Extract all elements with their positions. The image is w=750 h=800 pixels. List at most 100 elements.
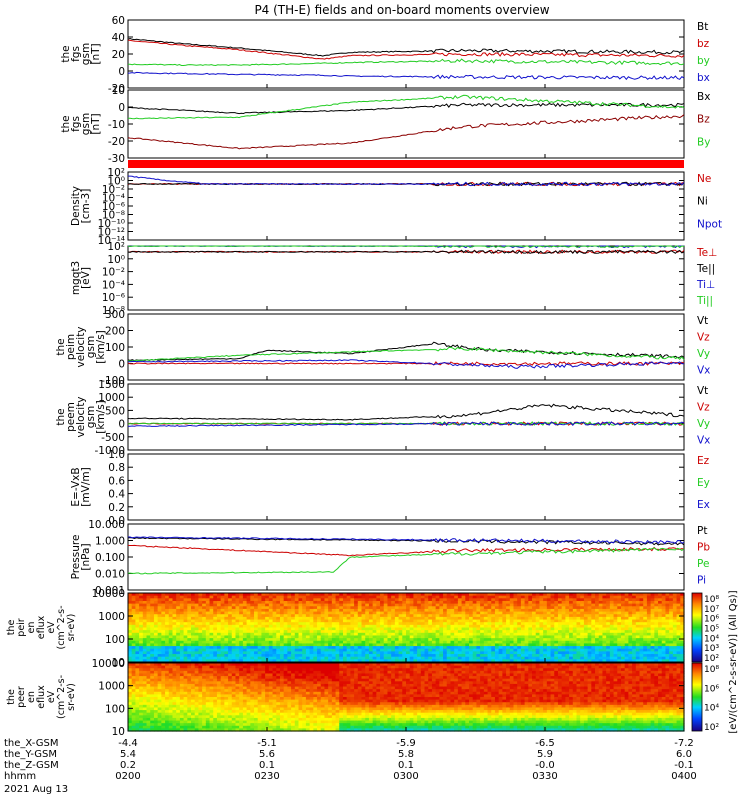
legend-entry: Ti|| [696, 295, 713, 307]
colorbar-tick-label: 10⁸ [704, 595, 719, 605]
y-axis-label-line: E=-VxB [70, 467, 82, 506]
panel-frame [127, 19, 685, 89]
y-axis-label-line: the [55, 338, 67, 355]
y-tick-label: 10000 [92, 658, 125, 670]
colorbar-tick-label: 10⁷ [704, 605, 719, 615]
series-line-Vt [127, 341, 685, 362]
y-tick-label: 100 [105, 634, 125, 646]
y-tick-label: 10² [107, 241, 125, 253]
series-line-Npot [128, 175, 685, 187]
legend-entry: Ex [697, 499, 710, 511]
series-line-Vt [127, 403, 685, 421]
y-tick-label: 10 [112, 657, 125, 669]
legend-entry: Ne [697, 173, 711, 185]
legend-entry: Te⊥ [696, 247, 717, 259]
legend-entry: Pe [697, 558, 709, 570]
y-tick-label: -20 [108, 83, 125, 95]
ephemeris-value: -5.1 [257, 738, 277, 749]
y-tick-label: 0.010 [95, 569, 125, 581]
date-label: 2021 Aug 13 [4, 784, 68, 795]
y-tick-label: 10 [112, 85, 125, 97]
legend-entry: Bt [697, 21, 708, 33]
panel-p8: 10.0001.0000.1000.0100.001Pressure[nPa]P… [70, 519, 710, 597]
y-tick-label: -100 [101, 375, 125, 387]
y-tick-label: 1500 [98, 379, 125, 391]
ephemeris-value: 0330 [532, 771, 557, 782]
y-axis-label-line: the [55, 408, 67, 425]
y-tick-label: -20 [108, 136, 125, 148]
red-band [128, 160, 684, 168]
legend-entry: Vz [697, 402, 710, 414]
y-axis-label-line: Density [70, 186, 82, 226]
y-axis-label-line: peim [65, 334, 77, 360]
y-tick-label: 20 [112, 49, 125, 61]
y-tick-label: 100 [105, 703, 125, 715]
legend-entry: by [697, 55, 710, 67]
series-line-Pi [127, 536, 685, 545]
y-tick-label: 0.001 [95, 585, 125, 597]
colorbar-label-text: [eV/(cm^2-s-sr-eV)] (All Qs)] [728, 590, 739, 733]
legend-entry: Ti⊥ [696, 279, 715, 291]
y-tick-label: 60 [112, 15, 125, 27]
y-tick-label: 0 [118, 359, 125, 371]
y-tick-label: 10⁰ [107, 176, 125, 188]
series-line-Vx [127, 421, 685, 427]
y-axis-label-line: gsm [80, 113, 92, 135]
ephemeris-value: -0.0 [535, 760, 555, 771]
colorbar-tick-label: 10³ [704, 644, 719, 654]
ephemeris-value: 0300 [393, 771, 418, 782]
y-tick-label: 0 [118, 419, 125, 431]
ephemeris-value: -0.1 [674, 760, 694, 771]
y-tick-label: 10⁻⁶ [102, 201, 125, 213]
y-axis-label-line: [cm-3] [80, 189, 92, 224]
ephemeris-value: 0230 [254, 771, 279, 782]
legend-entry: Bx [697, 91, 710, 103]
series-line-by [128, 58, 685, 67]
y-tick-label: -30 [108, 153, 125, 165]
y-tick-label: -10 [108, 119, 125, 131]
legend-entry: Vx [697, 365, 710, 377]
y-axis-label-line: peer [16, 686, 27, 708]
y-tick-label: 10⁻² [102, 184, 125, 196]
series-line-bx [127, 71, 685, 81]
panel-frame [127, 89, 685, 159]
y-axis-label-line: eflux [36, 685, 47, 709]
y-tick-label: 1000 [98, 611, 125, 623]
legend-entry: bz [697, 38, 710, 50]
y-axis-label-line: eV [46, 621, 57, 634]
y-axis-label-line: the [60, 115, 72, 132]
ephemeris-row-label: hhmm [4, 771, 36, 782]
ephemeris-value: -4.4 [118, 738, 138, 749]
series-line-Pt [127, 537, 685, 546]
legend-entry: Te|| [696, 263, 715, 275]
y-tick-label: 300 [105, 309, 125, 321]
legend-entry: bx [697, 72, 710, 84]
y-axis-label-line: fgs [70, 46, 82, 62]
colorbar-tick-label: 10⁴ [704, 634, 719, 644]
y-axis-label-line: the [6, 689, 17, 705]
y-tick-label: 0.0 [108, 515, 125, 527]
y-axis-label-line: [km/s] [95, 330, 107, 364]
y-axis-label-line: sr-eV) [66, 683, 77, 711]
series-line-Pb [127, 544, 685, 557]
y-axis-label-line: (cm^2-s- [56, 675, 67, 719]
ephemeris-value: 0.2 [120, 760, 136, 771]
y-tick-label: 10² [107, 167, 125, 179]
ephemeris-value: 0.1 [398, 760, 414, 771]
y-axis-label: mgqt3[eV] [70, 261, 92, 295]
series-line-Vx [128, 359, 685, 369]
y-axis-label-line: mgqt3 [70, 261, 82, 295]
colorbar-tick-label: 10⁶ [704, 684, 719, 694]
y-tick-label: 0.100 [95, 552, 125, 564]
y-axis-label: the peer en eflux eV (cm^2-s-sr-eV) [6, 675, 77, 719]
y-tick-label: 1000 [98, 392, 125, 404]
ephemeris-value: 0.1 [259, 760, 275, 771]
colorbar [691, 592, 703, 663]
legend-entry: Vt [697, 315, 708, 327]
y-axis-label-line: [nPa] [80, 543, 92, 570]
y-axis-label-line: fgs [70, 116, 82, 132]
legend-entry: Npot [697, 218, 722, 230]
series-line-Vz [127, 361, 685, 366]
